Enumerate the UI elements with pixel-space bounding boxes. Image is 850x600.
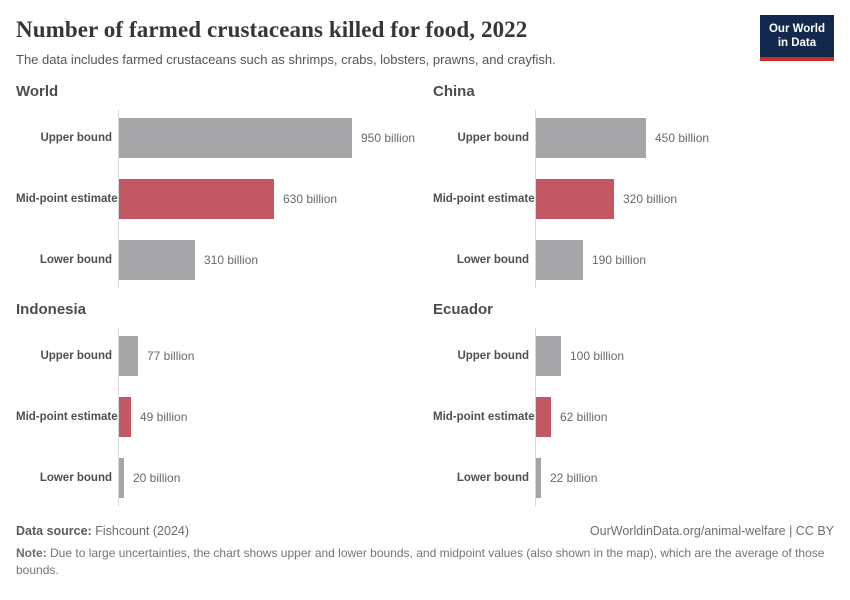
- owid-logo-line2: in Data: [777, 37, 817, 50]
- panel-rows: Upper bound 450 billion Mid-point estima…: [433, 110, 834, 288]
- bar-midpoint-estimate[interactable]: [536, 179, 614, 219]
- panel-china: China Upper bound 450 billion Mid-point …: [433, 83, 834, 288]
- bar-value: 100 billion: [570, 349, 625, 363]
- footer-top: Data source: Fishcount (2024) OurWorldin…: [16, 524, 834, 538]
- bar-value: 320 billion: [623, 192, 678, 206]
- bar-label-upper-bound: Upper bound: [457, 350, 529, 362]
- bar-value: 20 billion: [133, 471, 181, 485]
- bar-track: 22 billion: [535, 458, 834, 498]
- bar-label-midpoint: Mid-point estimate: [433, 193, 535, 205]
- bar-midpoint-estimate[interactable]: [119, 397, 131, 437]
- bar-lower-bound[interactable]: [536, 458, 541, 498]
- panels-grid: World Upper bound 950 billion Mid-point …: [16, 83, 834, 506]
- bar-row: Lower bound 310 billion: [16, 240, 417, 280]
- owid-cc-by-link[interactable]: OurWorldinData.org/animal-welfare | CC B…: [589, 524, 834, 538]
- panel-ecuador: Ecuador Upper bound 100 billion Mid-poin…: [433, 301, 834, 506]
- bar-row: Mid-point estimate 630 billion: [16, 179, 417, 219]
- panel-rows: Upper bound 100 billion Mid-point estima…: [433, 328, 834, 506]
- panel-rows: Upper bound 77 billion Mid-point estimat…: [16, 328, 417, 506]
- bar-track: 100 billion: [535, 336, 834, 376]
- y-axis-line: [535, 328, 536, 506]
- bar-track: 77 billion: [118, 336, 417, 376]
- bar-row: Upper bound 77 billion: [16, 336, 417, 376]
- note-label: Note:: [16, 546, 47, 560]
- bar-lower-bound[interactable]: [119, 458, 124, 498]
- panel-title-china: China: [433, 83, 475, 100]
- data-source-label: Data source:: [16, 524, 92, 538]
- panel-indonesia: Indonesia Upper bound 77 billion Mid-poi…: [16, 301, 417, 506]
- bar-upper-bound[interactable]: [536, 336, 561, 376]
- bar-midpoint-estimate[interactable]: [536, 397, 551, 437]
- bar-label-upper-bound: Upper bound: [457, 132, 529, 144]
- bar-track: 450 billion: [535, 118, 834, 158]
- bar-label-midpoint: Mid-point estimate: [16, 411, 118, 423]
- bar-upper-bound[interactable]: [536, 118, 646, 158]
- bar-upper-bound[interactable]: [119, 118, 352, 158]
- bar-track: 20 billion: [118, 458, 417, 498]
- footer-note: Note: Due to large uncertainties, the ch…: [16, 545, 834, 580]
- note-text: Due to large uncertainties, the chart sh…: [16, 546, 825, 578]
- bar-track: 190 billion: [535, 240, 834, 280]
- owid-logo[interactable]: Our World in Data: [759, 15, 834, 61]
- data-source: Data source: Fishcount (2024): [16, 524, 189, 538]
- y-axis-line: [535, 110, 536, 288]
- y-axis-line: [118, 110, 119, 288]
- chart-subtitle: The data includes farmed crustaceans suc…: [16, 52, 556, 67]
- bar-lower-bound[interactable]: [119, 240, 195, 280]
- bar-value: 77 billion: [147, 349, 195, 363]
- bar-midpoint-estimate[interactable]: [119, 179, 274, 219]
- bar-value: 630 billion: [283, 192, 338, 206]
- chart-header: Number of farmed crustaceans killed for …: [16, 12, 834, 67]
- bar-label-midpoint: Mid-point estimate: [433, 411, 535, 423]
- bar-row: Lower bound 190 billion: [433, 240, 834, 280]
- bar-value: 950 billion: [361, 131, 416, 145]
- bar-label-lower-bound: Lower bound: [456, 472, 529, 484]
- bar-row: Mid-point estimate 62 billion: [433, 397, 834, 437]
- data-source-value: Fishcount (2024): [91, 524, 190, 538]
- bar-row: Lower bound 22 billion: [433, 458, 834, 498]
- page-title: Number of farmed crustaceans killed for …: [16, 17, 528, 42]
- header-text: Number of farmed crustaceans killed for …: [16, 12, 760, 67]
- bar-value: 310 billion: [204, 253, 259, 267]
- bar-row: Mid-point estimate 320 billion: [433, 179, 834, 219]
- bar-label-lower-bound: Lower bound: [39, 254, 112, 266]
- bar-label-lower-bound: Lower bound: [456, 254, 529, 266]
- bar-track: 49 billion: [118, 397, 417, 437]
- bar-track: 310 billion: [118, 240, 417, 280]
- bar-row: Upper bound 950 billion: [16, 118, 417, 158]
- bar-track: 320 billion: [535, 179, 834, 219]
- panel-title-indonesia: Indonesia: [16, 301, 87, 318]
- bar-value: 450 billion: [655, 131, 710, 145]
- bar-track: 62 billion: [535, 397, 834, 437]
- bar-label-midpoint: Mid-point estimate: [16, 193, 118, 205]
- bar-track: 630 billion: [118, 179, 417, 219]
- bar-upper-bound[interactable]: [119, 336, 138, 376]
- bar-label-upper-bound: Upper bound: [40, 350, 112, 362]
- bar-lower-bound[interactable]: [536, 240, 583, 280]
- y-axis-line: [118, 328, 119, 506]
- bar-row: Upper bound 450 billion: [433, 118, 834, 158]
- bar-value: 62 billion: [560, 410, 608, 424]
- bar-label-lower-bound: Lower bound: [39, 472, 112, 484]
- bar-row: Upper bound 100 billion: [433, 336, 834, 376]
- bar-value: 49 billion: [140, 410, 188, 424]
- bar-value: 22 billion: [550, 471, 598, 485]
- panel-rows: Upper bound 950 billion Mid-point estima…: [16, 110, 417, 288]
- bar-label-upper-bound: Upper bound: [40, 132, 112, 144]
- bar-track: 950 billion: [118, 118, 417, 158]
- bar-value: 190 billion: [592, 253, 647, 267]
- owid-logo-line1: Our World: [768, 23, 825, 35]
- panel-world: World Upper bound 950 billion Mid-point …: [16, 83, 417, 288]
- bar-row: Lower bound 20 billion: [16, 458, 417, 498]
- panel-title-ecuador: Ecuador: [433, 301, 494, 318]
- chart-footer: Data source: Fishcount (2024) OurWorldin…: [16, 524, 834, 580]
- panel-title-world: World: [16, 83, 59, 100]
- bar-row: Mid-point estimate 49 billion: [16, 397, 417, 437]
